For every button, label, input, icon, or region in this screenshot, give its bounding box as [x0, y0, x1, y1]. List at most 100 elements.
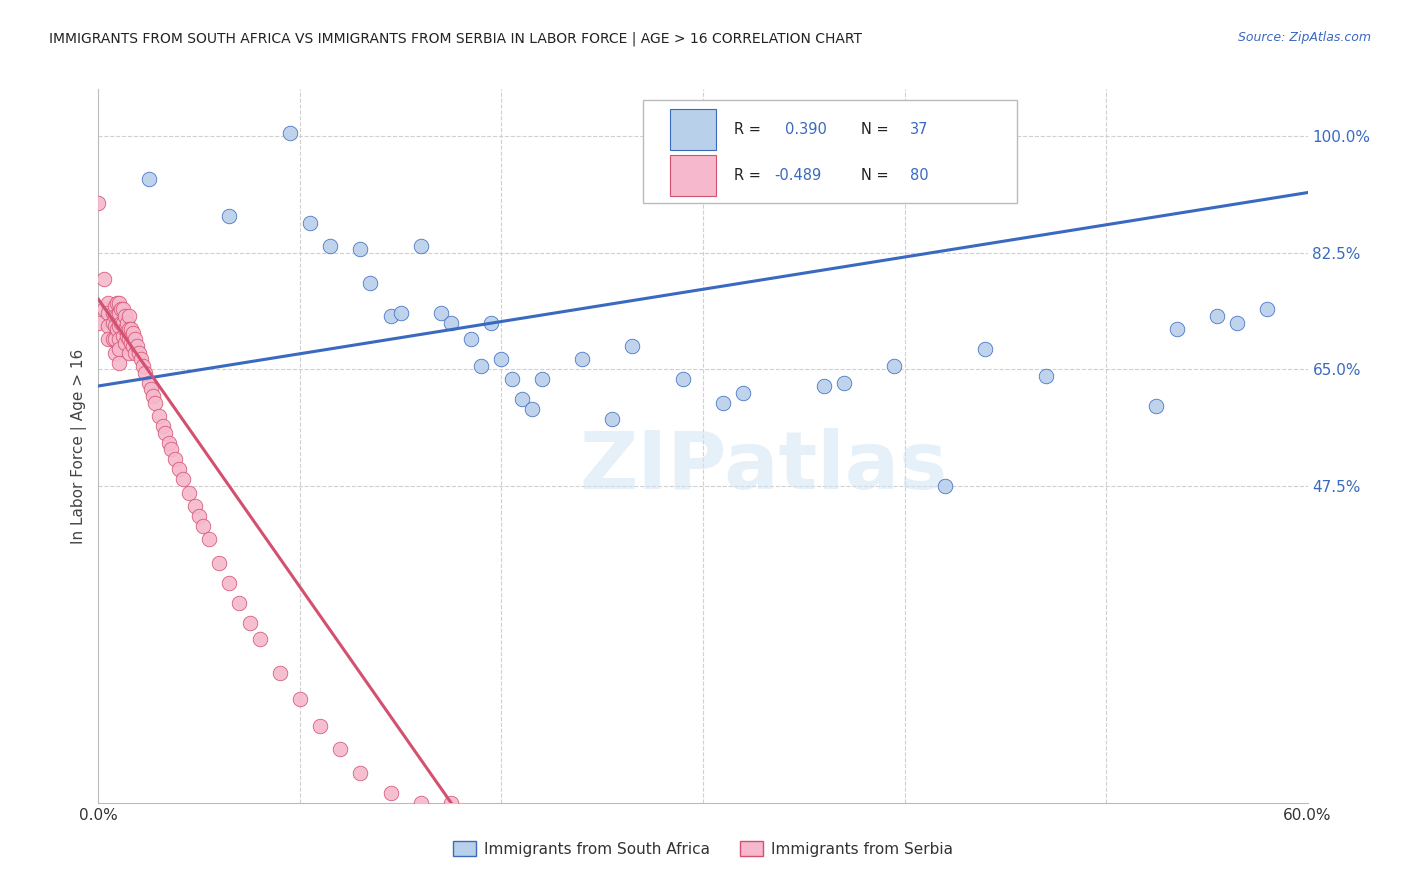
Point — [1226, 316, 1249, 330]
Point — [97, 318, 120, 333]
Point — [883, 359, 905, 373]
Point — [118, 322, 141, 336]
Point — [142, 389, 165, 403]
Point — [1166, 322, 1188, 336]
Point — [329, 742, 352, 756]
Point — [179, 485, 201, 500]
Point — [121, 339, 143, 353]
Point — [132, 359, 155, 373]
Point — [107, 318, 129, 333]
Point — [148, 409, 170, 423]
Point — [152, 419, 174, 434]
Point — [118, 345, 141, 359]
Text: IMMIGRANTS FROM SOUTH AFRICA VS IMMIGRANTS FROM SERBIA IN LABOR FORCE | AGE > 16: IMMIGRANTS FROM SOUTH AFRICA VS IMMIGRAN… — [49, 31, 862, 45]
Point — [934, 479, 956, 493]
Text: N =: N = — [862, 122, 889, 137]
Point — [120, 335, 142, 350]
Point — [101, 316, 124, 330]
Text: -0.489: -0.489 — [775, 169, 821, 183]
Point — [120, 322, 142, 336]
Point — [167, 462, 190, 476]
Point — [510, 392, 533, 407]
Bar — [671, 155, 716, 196]
Point — [621, 339, 644, 353]
Point — [389, 305, 412, 319]
Point — [97, 295, 120, 310]
Point — [110, 316, 132, 330]
Point — [97, 332, 120, 346]
Point — [138, 376, 160, 390]
Point — [114, 335, 136, 350]
Point — [288, 692, 311, 706]
Point — [93, 302, 115, 317]
Y-axis label: In Labor Force | Age > 16: In Labor Force | Age > 16 — [72, 349, 87, 543]
Point — [139, 382, 162, 396]
Point — [193, 519, 215, 533]
Point — [184, 499, 207, 513]
Point — [1146, 399, 1168, 413]
Point — [97, 305, 120, 319]
Point — [349, 242, 371, 256]
Point — [571, 352, 593, 367]
Point — [269, 665, 291, 680]
Point — [501, 372, 523, 386]
Text: N =: N = — [862, 169, 889, 183]
Point — [491, 352, 513, 367]
Text: 0.390: 0.390 — [785, 122, 827, 137]
Point — [103, 309, 125, 323]
Point — [103, 332, 125, 346]
Point — [530, 372, 553, 386]
Legend: Immigrants from South Africa, Immigrants from Serbia: Immigrants from South Africa, Immigrants… — [447, 835, 959, 863]
Text: 37: 37 — [910, 122, 928, 137]
Point — [105, 322, 128, 336]
Point — [110, 302, 132, 317]
Point — [319, 239, 342, 253]
Point — [87, 316, 110, 330]
Text: R =: R = — [734, 169, 761, 183]
Point — [103, 318, 125, 333]
Point — [111, 329, 134, 343]
Point — [218, 575, 240, 590]
Point — [121, 326, 143, 340]
Point — [101, 305, 124, 319]
Point — [128, 345, 150, 359]
Point — [87, 195, 110, 210]
Point — [249, 632, 271, 647]
Point — [105, 309, 128, 323]
Point — [430, 305, 453, 319]
Point — [103, 345, 125, 359]
Point — [711, 395, 734, 409]
Point — [440, 796, 463, 810]
Point — [124, 332, 146, 346]
Point — [460, 332, 482, 346]
Point — [153, 425, 176, 440]
Point — [520, 402, 543, 417]
Point — [309, 719, 332, 733]
Point — [114, 322, 136, 336]
Point — [105, 295, 128, 310]
Point — [107, 305, 129, 319]
Point — [188, 509, 211, 524]
Point — [380, 309, 402, 323]
Point — [974, 343, 997, 357]
Point — [143, 395, 166, 409]
Point — [111, 302, 134, 317]
FancyBboxPatch shape — [643, 100, 1018, 203]
Point — [111, 316, 134, 330]
Point — [114, 309, 136, 323]
Point — [1206, 309, 1229, 323]
Point — [125, 339, 148, 353]
Text: ZIPatlas: ZIPatlas — [579, 428, 948, 507]
Point — [103, 299, 125, 313]
Point — [409, 239, 432, 253]
Point — [115, 316, 138, 330]
Point — [299, 216, 322, 230]
Point — [118, 332, 141, 346]
Point — [278, 126, 301, 140]
Point — [160, 442, 183, 457]
Point — [93, 272, 115, 286]
Point — [129, 352, 152, 367]
Point — [107, 343, 129, 357]
Point — [115, 329, 138, 343]
Point — [239, 615, 262, 630]
